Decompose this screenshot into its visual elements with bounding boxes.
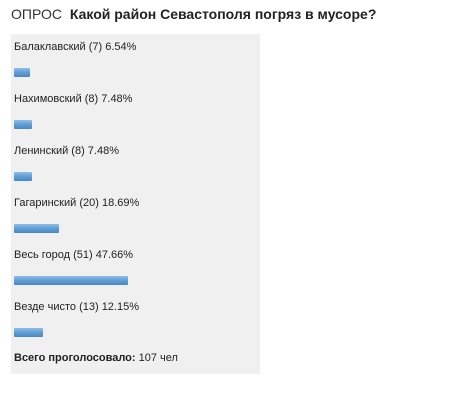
option-bar-track bbox=[14, 172, 254, 181]
option-bar-track bbox=[14, 276, 254, 285]
option-label: Весь город (51) 47.66% bbox=[14, 249, 134, 261]
option-bar bbox=[14, 276, 128, 285]
option-bar bbox=[14, 120, 32, 129]
poll-option-nakhimovsky: Нахимовский (8) 7.48% bbox=[14, 93, 254, 129]
poll-option-clean-everywhere: Везде чисто (13) 12.15% bbox=[14, 301, 254, 337]
poll-total: Всего проголосовало: 107 чел bbox=[14, 352, 178, 365]
option-bar bbox=[14, 172, 32, 181]
option-bar bbox=[14, 68, 30, 77]
poll-question: Какой район Севастополя погряз в мусоре? bbox=[69, 6, 377, 22]
total-value: 107 чел bbox=[138, 352, 178, 364]
poll-option-balaklavsky: Балаклавский (7) 6.54% bbox=[14, 41, 254, 77]
option-bar-track bbox=[14, 68, 254, 77]
option-label: Нахимовский (8) 7.48% bbox=[14, 93, 133, 105]
option-bar bbox=[14, 224, 59, 233]
poll-option-gagarinsky: Гагаринский (20) 18.69% bbox=[14, 197, 254, 233]
poll-option-leninsky: Ленинский (8) 7.48% bbox=[14, 145, 254, 181]
poll-results-box: Балаклавский (7) 6.54% Нахимовский (8) 7… bbox=[11, 34, 260, 374]
option-label: Везде чисто (13) 12.15% bbox=[14, 301, 139, 313]
option-bar bbox=[14, 328, 43, 337]
option-bar-track bbox=[14, 120, 254, 129]
option-label: Ленинский (8) 7.48% bbox=[14, 145, 119, 157]
option-bar-track bbox=[14, 328, 254, 337]
poll-tag: ОПРОС bbox=[11, 6, 62, 22]
poll-option-whole-city: Весь город (51) 47.66% bbox=[14, 249, 254, 285]
option-label: Гагаринский (20) 18.69% bbox=[14, 197, 140, 209]
option-bar-track bbox=[14, 224, 254, 233]
total-label: Всего проголосовало: bbox=[14, 352, 136, 364]
option-label: Балаклавский (7) 6.54% bbox=[14, 41, 137, 53]
poll-header: ОПРОС Какой район Севастополя погряз в м… bbox=[11, 5, 376, 23]
